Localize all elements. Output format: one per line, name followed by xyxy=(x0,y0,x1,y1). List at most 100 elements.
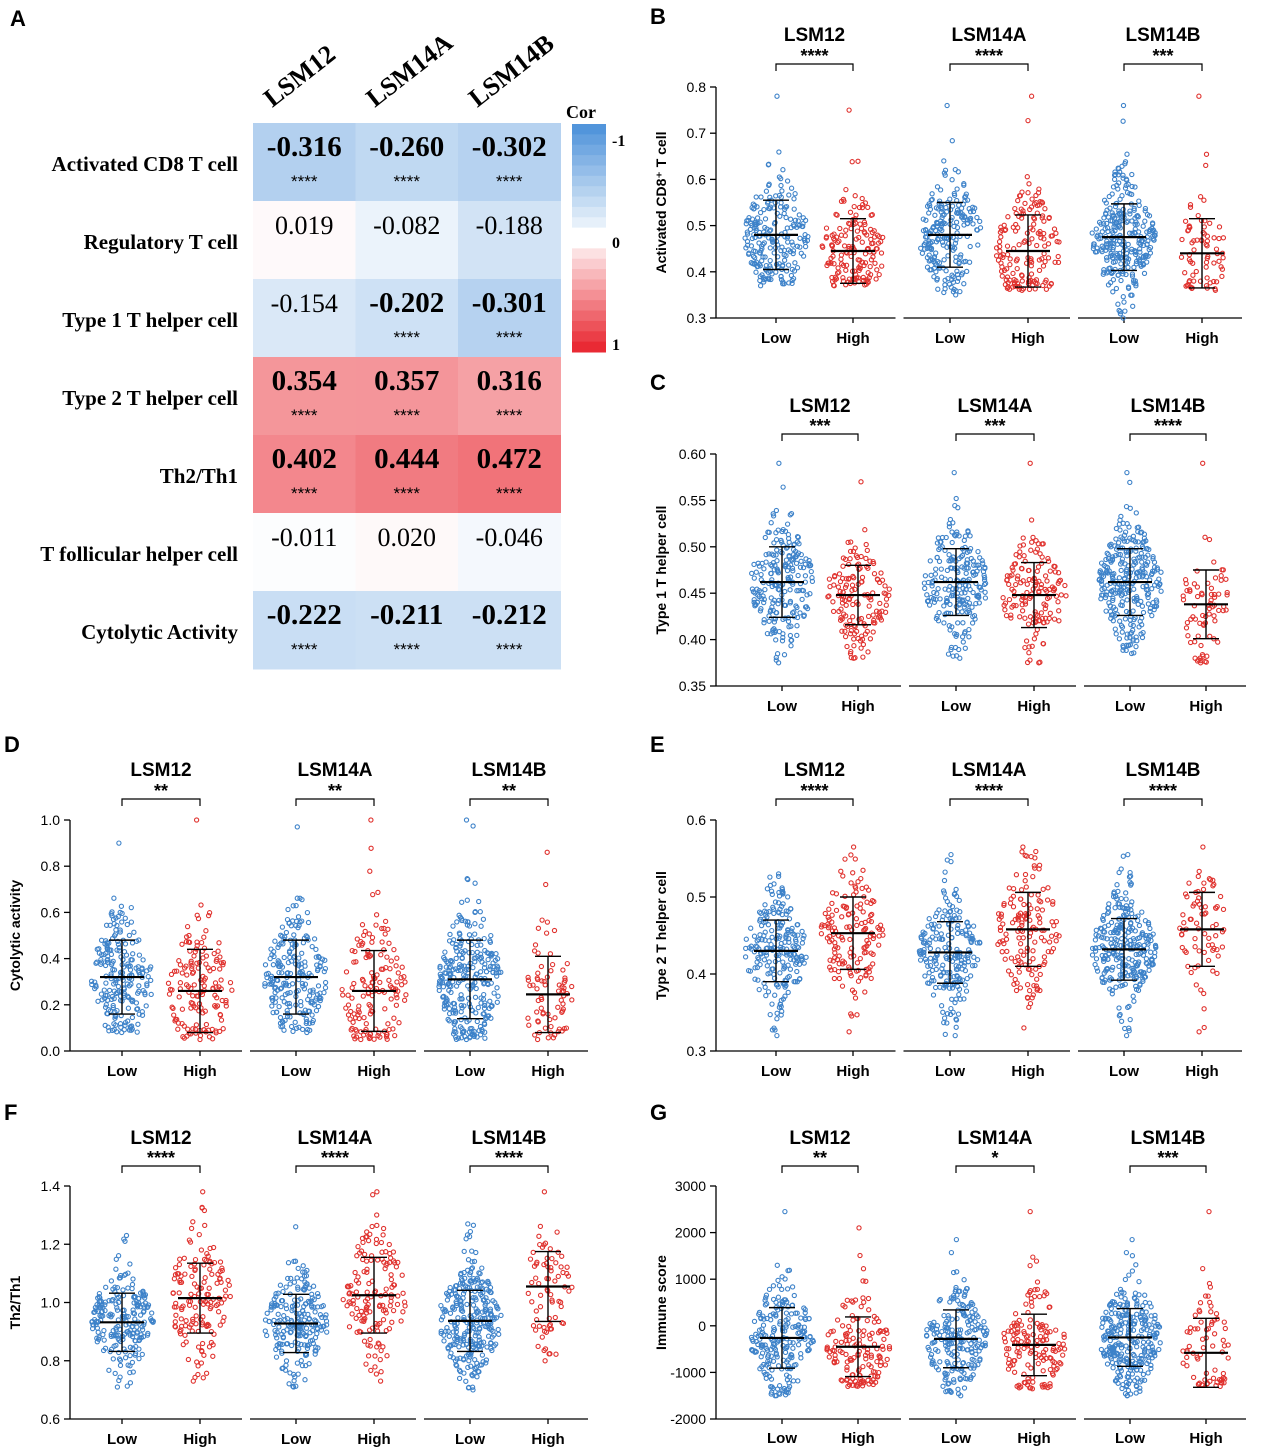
data-point-low xyxy=(125,1285,131,1291)
data-point-low xyxy=(129,1014,136,1021)
data-point-high xyxy=(825,921,831,927)
data-point-high xyxy=(864,547,870,554)
data-point-high xyxy=(829,242,835,248)
data-point-high xyxy=(838,256,844,262)
data-point-high xyxy=(1017,910,1024,916)
data-point-high xyxy=(847,209,854,215)
data-point-high xyxy=(1038,235,1044,241)
data-point-high xyxy=(1042,573,1049,579)
heatmap-cell-significance: **** xyxy=(394,640,421,659)
data-point-low xyxy=(1117,618,1123,624)
data-point-low xyxy=(122,1355,129,1361)
data-point-high xyxy=(996,239,1003,245)
data-point-low xyxy=(941,289,947,296)
data-point-low xyxy=(939,965,945,972)
data-point-low xyxy=(1135,528,1141,535)
x-tick-label: High xyxy=(836,330,869,347)
data-point-high xyxy=(851,989,858,996)
data-point-low xyxy=(940,1009,946,1015)
data-point-low xyxy=(472,931,478,937)
data-point-low xyxy=(926,201,932,207)
data-point-low xyxy=(769,927,775,934)
data-point-low xyxy=(957,996,963,1002)
data-point-low xyxy=(453,945,459,951)
data-point-low xyxy=(1129,899,1135,905)
data-point-high xyxy=(833,907,840,914)
data-point-low xyxy=(785,894,791,900)
x-tick-label: High xyxy=(183,1063,216,1080)
data-point-high xyxy=(1025,190,1031,196)
data-point-low xyxy=(962,582,969,589)
data-point-low xyxy=(125,1005,132,1011)
data-point-high xyxy=(543,930,550,936)
data-point-low xyxy=(926,252,932,258)
data-point-low xyxy=(757,608,764,614)
data-point-low xyxy=(946,623,952,629)
data-point-low xyxy=(773,657,779,663)
data-point-high xyxy=(1203,151,1210,157)
data-point-low xyxy=(764,963,770,969)
data-point-low xyxy=(771,597,777,603)
data-point-high xyxy=(1194,568,1200,574)
data-point-high xyxy=(1009,920,1016,926)
data-point-high xyxy=(1030,992,1036,998)
data-point-high xyxy=(1202,904,1208,910)
data-point-high xyxy=(1032,855,1038,861)
data-point-high xyxy=(1019,849,1025,855)
data-point-low xyxy=(962,982,968,988)
data-point-low xyxy=(781,257,788,263)
data-point-high xyxy=(363,954,369,961)
data-point-high xyxy=(1199,591,1205,598)
data-point-low xyxy=(948,926,954,932)
data-point-high xyxy=(878,238,884,245)
data-point-low xyxy=(149,1310,155,1316)
data-point-high xyxy=(1035,230,1041,236)
data-point-low xyxy=(949,529,955,535)
data-point-low xyxy=(1111,215,1118,221)
y-tick-label: 0.8 xyxy=(41,1353,61,1369)
data-point-low xyxy=(759,937,765,943)
data-point-low xyxy=(931,589,937,596)
data-point-low xyxy=(955,983,961,990)
data-point-high xyxy=(1200,460,1206,466)
data-point-high xyxy=(868,236,874,243)
data-point-low xyxy=(927,206,934,213)
data-point-low xyxy=(272,938,278,944)
data-point-high xyxy=(853,212,859,218)
data-point-low xyxy=(1143,546,1150,552)
data-point-high xyxy=(876,609,883,615)
data-point-low xyxy=(947,196,953,202)
data-point-high xyxy=(1219,567,1225,573)
data-point-low xyxy=(1154,579,1160,585)
data-point-low xyxy=(939,239,946,245)
legend-swatch xyxy=(572,300,606,312)
data-point-low xyxy=(103,922,110,928)
data-point-low xyxy=(472,880,478,886)
data-point-high xyxy=(540,1011,546,1017)
data-point-low xyxy=(1131,562,1137,568)
data-point-high xyxy=(368,817,374,823)
data-point-low xyxy=(751,561,757,568)
data-point-low xyxy=(960,620,966,626)
data-point-high xyxy=(394,995,400,1001)
data-point-high xyxy=(368,845,374,851)
legend-swatch xyxy=(572,196,606,208)
data-point-high xyxy=(878,250,885,256)
data-point-low xyxy=(1132,558,1138,565)
heatmap-cell-value: 0.444 xyxy=(374,443,439,475)
data-point-high xyxy=(1015,225,1021,231)
data-point-low xyxy=(1127,191,1133,197)
data-point-low xyxy=(789,925,795,932)
group-title: LSM14B xyxy=(1131,396,1206,417)
data-point-high xyxy=(1046,214,1052,221)
data-point-low xyxy=(1124,469,1130,476)
data-point-low xyxy=(292,941,298,947)
data-point-low xyxy=(782,564,788,570)
data-point-low xyxy=(313,995,319,1001)
y-tick-label: 0.4 xyxy=(687,264,707,280)
data-point-high xyxy=(1010,886,1017,892)
group-title: LSM12 xyxy=(784,25,845,46)
data-point-low xyxy=(1093,927,1099,933)
heatmap-row-label: Type 2 T helper cell xyxy=(62,386,238,410)
data-point-low xyxy=(755,560,761,566)
